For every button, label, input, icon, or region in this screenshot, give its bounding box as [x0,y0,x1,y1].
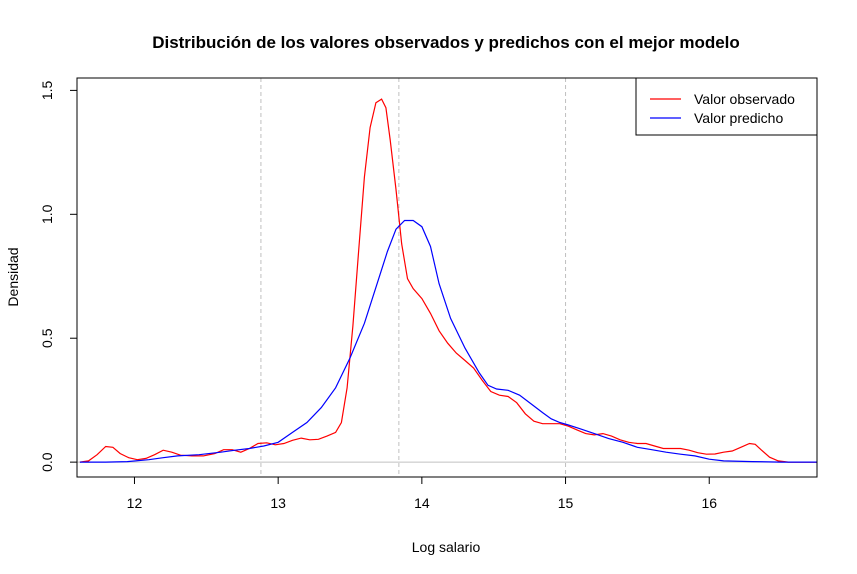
legend-box [635,77,818,136]
y-tick-label-2: 1.0 [39,204,55,224]
plot-area: 12 13 14 15 16 0.0 0.5 1.0 1.5 [39,77,818,511]
legend-label-0: Valor observado [694,91,795,107]
x-tick-label-3: 15 [558,495,574,511]
series-line-1 [79,219,817,463]
legend-label-1: Valor predicho [694,110,783,126]
y-tick-label-1: 0.5 [39,328,55,348]
y-tick-label-3: 1.5 [39,80,55,100]
x-tick-label-1: 13 [270,495,286,511]
y-axis-label: Densidad [5,247,21,306]
legend: Valor observado Valor predicho [635,77,818,136]
plot-frame [76,77,818,478]
series-line-0 [79,98,817,463]
x-tick-label-2: 14 [414,495,430,511]
x-tick-label-0: 12 [127,495,143,511]
chart-title: Distribución de los valores observados y… [152,33,740,52]
x-axis-label: Log salario [412,539,481,555]
x-tick-label-4: 16 [701,495,717,511]
y-tick-label-0: 0.0 [39,452,55,472]
